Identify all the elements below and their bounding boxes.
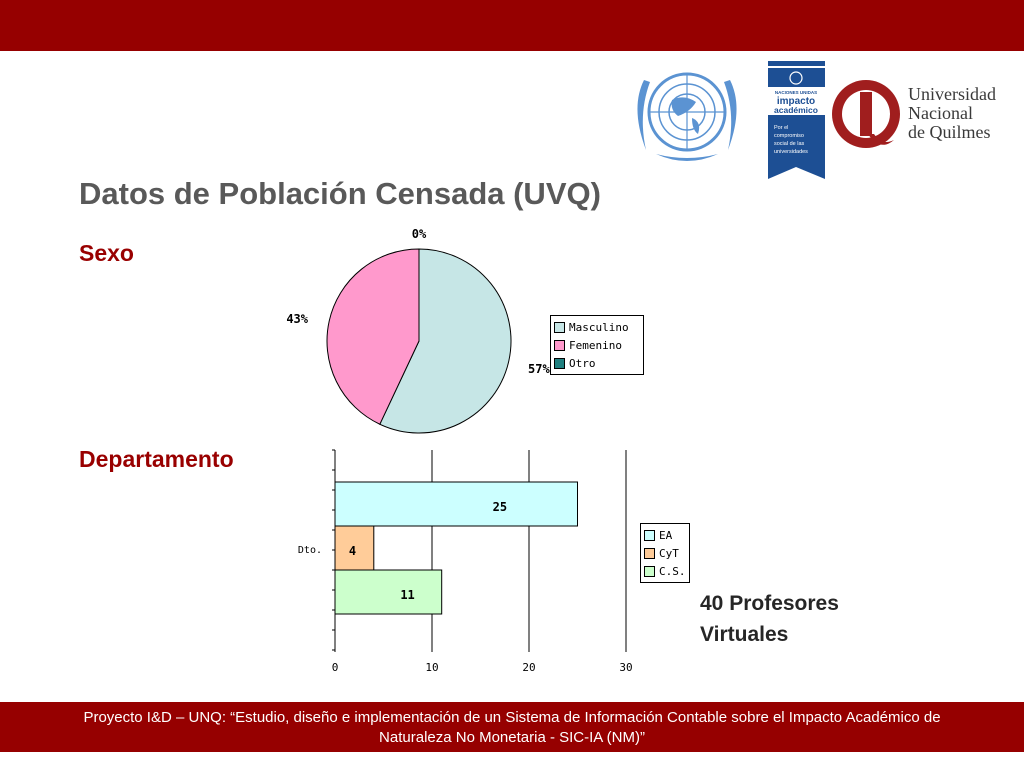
legend-item-otro: Otro [554,354,640,372]
footer-line-1: Proyecto I&D – UNQ: “Estudio, diseño e i… [83,709,941,726]
x-tick-30: 30 [619,661,632,674]
ia-small-text: NACIONES UNIDAS [775,90,817,95]
bar-cs [334,569,443,615]
legend-label-ea: EA [659,528,673,542]
ia-tagline-3: universidades [774,149,808,155]
ia-name-line2: académico [774,105,818,115]
bar-label-cyt: 4 [349,544,356,558]
pie-slice-femenino [326,248,420,425]
legend-swatch-otro [554,357,565,369]
legend-item-ea: EA [644,526,686,544]
unq-wordmark: Universidad Nacional de Quilmes [908,85,996,142]
profesores-line-1: 40 Profesores [700,592,839,615]
ia-tagline-2: social de las [774,141,805,147]
legend-item-cs: C.S. [644,562,686,580]
section-heading-departamento: Departamento [79,446,234,472]
legend-swatch-cyt [644,547,655,559]
unq-word-2: Nacional [908,103,973,123]
bar-ea [334,481,578,527]
bar-cyt [334,525,375,571]
legend-label-otro: Otro [569,356,596,370]
impacto-academico-logo: NACIONES UNIDAS impacto académico Por el… [768,61,825,179]
unq-q-logo [832,80,900,148]
page-title: Datos de Población Censada (UVQ) [79,176,601,211]
x-tick-0: 0 [332,661,339,674]
legend-item-masculino: Masculino [554,318,640,336]
bar-label-cs: 11 [400,588,414,602]
legend-swatch-masculino [554,321,565,333]
legend-item-cyt: CyT [644,544,686,562]
x-tick-20: 20 [522,661,535,674]
departamento-bar-chart: 0 10 20 30 Dto. 25 4 11 [298,449,633,674]
section-heading-sexo: Sexo [79,240,134,266]
ia-name-line1: impacto [777,96,815,107]
bar-legend: EA CyT C.S. [640,523,690,583]
legend-swatch-femenino [554,339,565,351]
legend-label-masculino: Masculino [569,320,629,334]
footer-line-2: Naturaleza No Monetaria - SIC-IA (NM)” [379,729,645,746]
footer-banner: Proyecto I&D – UNQ: “Estudio, diseño e i… [0,702,1024,752]
unq-word-1: Universidad [908,84,996,104]
legend-swatch-cs [644,565,655,577]
legend-item-femenino: Femenino [554,336,640,354]
y-category-label: Dto. [298,545,322,556]
ia-tagline-1: compromiso [774,133,804,139]
legend-label-cs: C.S. [659,564,686,578]
legend-label-femenino: Femenino [569,338,622,352]
unq-word-3: de Quilmes [908,122,991,142]
pie-legend: Masculino Femenino Otro [550,315,644,375]
profesores-line-2: Virtuales [700,623,789,646]
pie-slice-masculino [379,248,512,434]
un-emblem-logo [637,72,737,161]
profesores-note: 40 Profesores Virtuales [700,588,839,650]
legend-label-cyt: CyT [659,546,679,560]
x-tick-10: 10 [425,661,438,674]
ia-tagline-0: Por el [774,125,788,131]
legend-swatch-ea [644,529,655,541]
pie-label-femenino: 43% [286,312,308,326]
sexo-pie-chart: 57% 43% 0% [286,227,550,434]
pie-label-masculino: 57% [528,362,550,376]
bar-label-ea: 25 [493,500,507,514]
pie-label-otro: 0% [412,227,427,241]
top-banner [0,0,1024,51]
